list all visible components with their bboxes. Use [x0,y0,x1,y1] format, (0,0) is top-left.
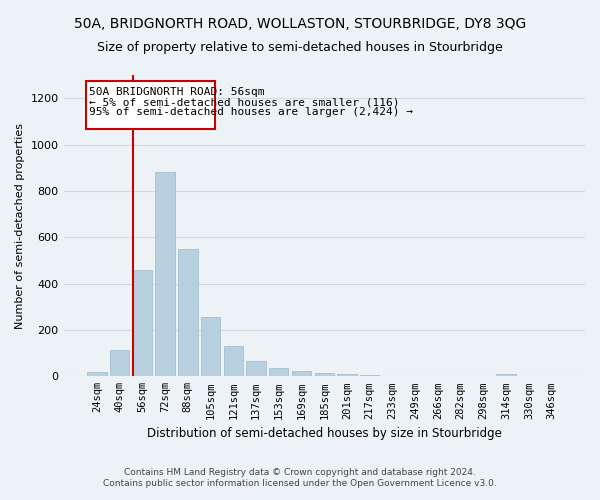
Bar [110,350,130,376]
Text: 50A BRIDGNORTH ROAD: 56sqm: 50A BRIDGNORTH ROAD: 56sqm [89,88,265,98]
Text: 95% of semi-detached houses are larger (2,424) →: 95% of semi-detached houses are larger (… [89,107,413,117]
Text: Contains HM Land Registry data © Crown copyright and database right 2024.
Contai: Contains HM Land Registry data © Crown c… [103,468,497,487]
X-axis label: Distribution of semi-detached houses by size in Stourbridge: Distribution of semi-detached houses by … [147,427,502,440]
Bar [337,374,356,376]
Bar [87,372,107,376]
Bar [224,346,243,376]
Bar [133,270,152,376]
Text: 50A, BRIDGNORTH ROAD, WOLLASTON, STOURBRIDGE, DY8 3QG: 50A, BRIDGNORTH ROAD, WOLLASTON, STOURBR… [74,18,526,32]
FancyBboxPatch shape [86,81,215,130]
Text: Size of property relative to semi-detached houses in Stourbridge: Size of property relative to semi-detach… [97,41,503,54]
Bar [201,317,220,376]
Bar [155,172,175,376]
Text: ← 5% of semi-detached houses are smaller (116): ← 5% of semi-detached houses are smaller… [89,97,400,107]
Bar [269,368,289,376]
Bar [292,371,311,376]
Bar [496,374,516,376]
Bar [247,361,266,376]
Bar [314,373,334,376]
Bar [178,249,197,376]
Y-axis label: Number of semi-detached properties: Number of semi-detached properties [15,122,25,328]
Bar [360,375,379,376]
